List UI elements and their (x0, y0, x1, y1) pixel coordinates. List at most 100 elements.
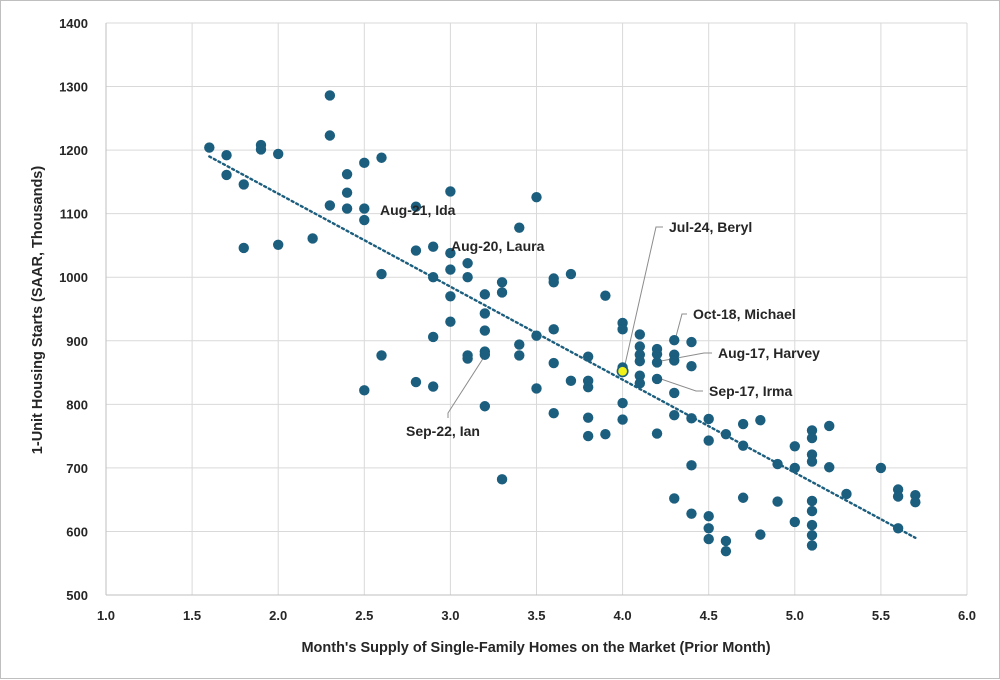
data-point (479, 349, 491, 360)
data-point (789, 516, 800, 528)
data-point (307, 233, 318, 244)
data-point (514, 222, 525, 233)
data-point (910, 497, 921, 508)
data-point (892, 523, 904, 534)
data-point (341, 203, 353, 214)
annotation-leader-line (447, 356, 485, 418)
data-point (445, 264, 456, 275)
data-point (565, 375, 577, 387)
data-point (445, 186, 456, 197)
data-point (341, 169, 353, 180)
data-point (479, 401, 491, 412)
data-point (273, 148, 284, 160)
data-point (324, 130, 336, 141)
data-point (789, 462, 800, 474)
y-tick-label: 1200 (59, 143, 88, 158)
axes (105, 23, 967, 596)
x-tick-label: 3.5 (527, 608, 545, 623)
annotation-label: Sep-17, Irma (709, 383, 792, 399)
data-point (651, 373, 663, 385)
y-axis-title: 1-Unit Housing Starts (SAAR, Thousands) (30, 166, 46, 455)
gridlines (106, 22, 968, 595)
data-point (600, 429, 611, 440)
data-point (255, 144, 267, 155)
data-point (359, 157, 370, 169)
data-point (359, 385, 370, 396)
data-point (445, 291, 456, 302)
data-point (238, 242, 249, 254)
data-point (669, 493, 680, 504)
data-point (548, 408, 559, 419)
data-point (445, 247, 456, 259)
data-point (772, 458, 783, 470)
trendline-layer (208, 155, 917, 539)
data-point (789, 441, 800, 452)
data-point (221, 169, 232, 181)
data-point (686, 460, 697, 471)
annotation-label: Sep-22, Ian (406, 423, 480, 439)
data-point (720, 535, 732, 547)
data-point (669, 355, 680, 366)
data-point (462, 258, 473, 269)
data-point (221, 149, 232, 161)
data-point (806, 540, 818, 551)
x-axis-title: Month's Supply of Single-Family Homes on… (301, 640, 770, 656)
y-tick-label: 500 (66, 588, 88, 603)
data-point (806, 530, 818, 541)
data-point (617, 414, 628, 425)
x-tick-label: 5.5 (872, 608, 890, 623)
data-point (565, 268, 577, 280)
y-tick-label: 1100 (60, 207, 88, 222)
data-point (531, 330, 542, 341)
data-point (617, 397, 628, 409)
data-point (582, 412, 594, 423)
annotation-leader-line (673, 313, 687, 345)
data-point (376, 268, 387, 280)
data-point (703, 523, 714, 534)
annotations: Aug-21, Ida Aug-20, Laura Jul-24, Beryl Oct… (380, 202, 820, 439)
data-point (582, 381, 594, 393)
data-point (496, 287, 508, 298)
x-tick-label: 6.0 (958, 608, 976, 623)
data-point (479, 325, 491, 336)
data-point (427, 331, 439, 343)
data-point (806, 505, 818, 517)
annotation-label: Oct-18, Michael (693, 306, 796, 322)
annotation-label: Aug-21, Ida (380, 202, 456, 218)
data-point (634, 341, 646, 352)
data-point (410, 376, 422, 388)
y-tick-label: 600 (66, 524, 88, 539)
x-tick-label: 4.0 (614, 608, 632, 623)
data-point (427, 381, 439, 392)
data-point (410, 201, 422, 212)
data-point (634, 370, 646, 381)
data-point (755, 415, 766, 426)
annotation-leader-line (623, 226, 663, 370)
data-point (841, 488, 852, 500)
data-point (772, 496, 783, 507)
data-point (634, 355, 646, 367)
y-tick-label: 900 (66, 334, 88, 349)
x-tick-label: 1.5 (183, 608, 201, 623)
data-point (462, 272, 473, 283)
annotation-leader-line (660, 352, 712, 362)
data-point (686, 413, 697, 424)
annotation-leader-line (660, 378, 703, 392)
data-point (445, 316, 456, 327)
data-point (806, 495, 818, 507)
data-point (427, 272, 439, 283)
data-point (720, 429, 732, 440)
data-point (531, 191, 542, 203)
data-point (548, 357, 559, 369)
data-point (686, 508, 697, 519)
data-point (806, 425, 818, 436)
data-point (496, 474, 508, 485)
data-point (427, 241, 439, 252)
data-point (376, 350, 387, 361)
x-tick-label: 2.5 (355, 608, 373, 623)
data-point (703, 413, 714, 425)
data-point (376, 152, 387, 163)
data-point (617, 324, 628, 335)
data-point (341, 187, 353, 198)
highlight-point (616, 365, 629, 378)
